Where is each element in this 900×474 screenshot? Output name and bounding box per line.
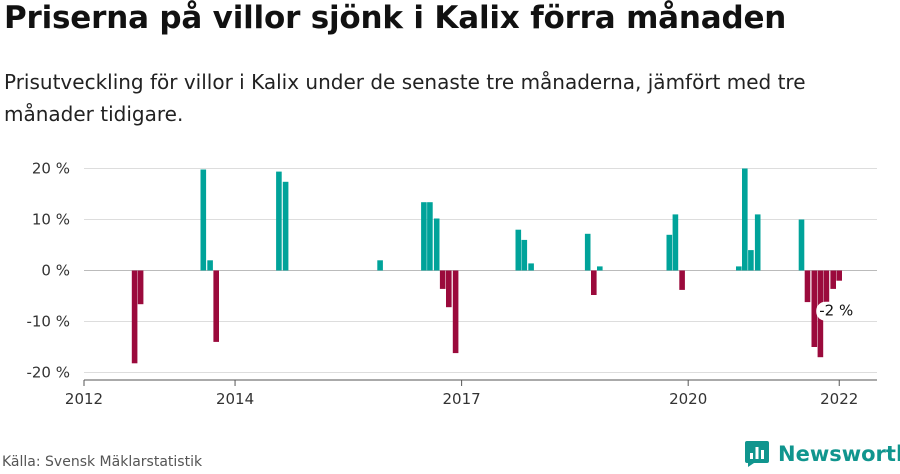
chart-title: Priserna på villor sjönk i Kalix förra m… xyxy=(4,0,787,36)
bar xyxy=(515,229,522,271)
bar xyxy=(433,218,440,271)
x-tick-label: 2012 xyxy=(65,390,103,408)
bar xyxy=(207,260,213,271)
y-tick-label: -10 % xyxy=(26,313,70,331)
bar xyxy=(446,270,452,308)
bar xyxy=(811,270,818,347)
y-tick-label: 20 % xyxy=(32,160,70,178)
bar xyxy=(742,168,748,271)
bar xyxy=(282,181,289,271)
annotation-label: -2 % xyxy=(819,302,853,320)
newsworthy-logo-icon xyxy=(745,441,769,467)
bar xyxy=(591,270,597,295)
bar xyxy=(823,270,830,303)
bar xyxy=(679,270,685,290)
bar xyxy=(754,214,761,271)
y-tick-label: 10 % xyxy=(32,211,70,229)
bar xyxy=(427,202,433,271)
bars xyxy=(131,168,842,364)
annotations: -2 % xyxy=(816,301,861,321)
bar xyxy=(666,234,673,271)
bar xyxy=(521,239,528,271)
bar xyxy=(137,270,144,305)
bar xyxy=(439,270,446,289)
x-tick-label: 2020 xyxy=(669,390,707,408)
bar xyxy=(276,171,282,271)
bar xyxy=(421,202,427,271)
bar xyxy=(798,219,805,271)
bar xyxy=(672,214,679,271)
y-tick-label: 0 % xyxy=(41,262,70,280)
brand-name: Newsworthy xyxy=(778,442,900,466)
bar xyxy=(804,270,811,303)
bar xyxy=(200,169,207,271)
bar xyxy=(830,270,836,289)
bar xyxy=(748,250,754,271)
y-tick-label: -20 % xyxy=(26,364,70,382)
x-tick-label: 2022 xyxy=(820,390,858,408)
newsworthy-brand[interactable]: Newsworthy xyxy=(744,440,900,468)
bar xyxy=(213,270,219,342)
x-axis: 2012 2014 2017 2020 2022 xyxy=(65,379,877,408)
source-note: Källa: Svensk Mäklarstatistik xyxy=(2,454,203,470)
bar xyxy=(836,270,842,281)
chart-subtitle: Prisutveckling för villor i Kalix under … xyxy=(4,70,806,126)
x-tick-label: 2014 xyxy=(216,390,254,408)
bar xyxy=(452,270,459,354)
bar xyxy=(528,263,534,271)
annotation-background xyxy=(816,301,861,321)
bar xyxy=(584,233,591,271)
y-axis-labels: 20 % 10 % 0 % -10 % -20 % xyxy=(26,160,70,382)
bar xyxy=(597,266,603,271)
x-tick-label: 2017 xyxy=(443,390,481,408)
bar xyxy=(131,270,138,364)
bar xyxy=(736,266,742,271)
bar xyxy=(377,260,383,271)
